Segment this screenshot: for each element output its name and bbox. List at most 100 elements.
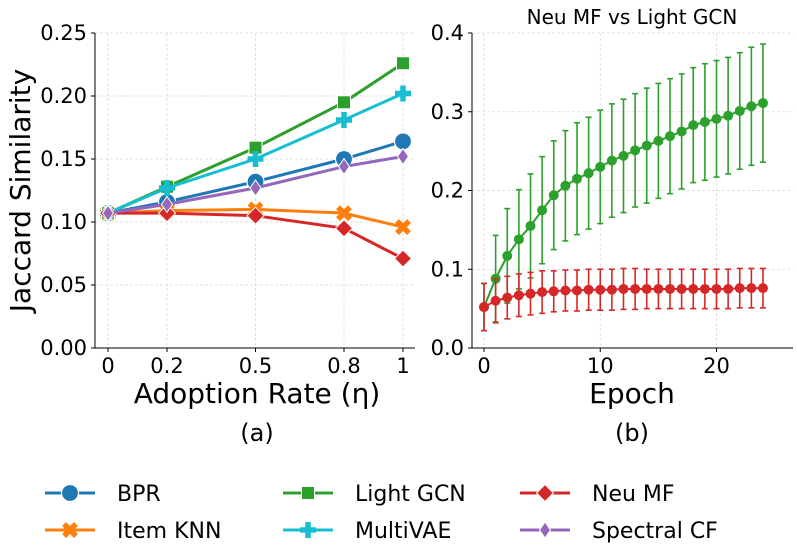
y-tick-label: 0.3 [431,100,464,124]
y-tick-label: 0.00 [40,336,87,360]
data-point-neu-mf [490,295,501,306]
data-point-light-gcn [699,116,710,127]
x-axis-label: Adoption Rate (η) [134,377,381,410]
x-axis-label: Epoch [589,377,675,410]
legend-item-spectral-cf: Spectral CF [520,519,718,544]
legend-marker-bpr [60,483,80,503]
y-tick-label: 0.1 [431,257,464,281]
panel-caption-b: (b) [615,419,649,447]
data-point-neu-mf [537,287,548,298]
legend-marker-neu-mf [535,483,555,503]
legend-item-item-knn: Item KNN [45,519,221,544]
y-tick-label: 0.20 [40,84,87,108]
data-point-neu-mf [525,288,536,299]
data-point-neu-mf [572,285,582,296]
data-point-neu-mf [246,206,265,225]
data-point-light-gcn [746,101,757,112]
x-tick-label: 0.8 [327,354,360,378]
legend-label: MultiVAE [355,519,451,544]
legend-item-light-gcn: Light GCN [283,482,466,507]
data-point-neu-mf [513,290,524,301]
data-point-neu-mf [758,283,768,294]
data-point-light-gcn [688,120,699,131]
data-point-neu-mf [479,302,489,313]
y-tick-label: 0.4 [431,21,464,45]
data-point-multivae [247,151,264,167]
data-point-neu-mf [711,283,722,294]
data-point-light-gcn [653,135,664,146]
data-point-neu-mf [734,283,745,294]
data-point-neu-mf [746,283,757,294]
data-point-light-gcn [537,205,548,216]
data-point-neu-mf [334,219,354,238]
data-point-spectral-cf [396,147,410,166]
legend-label: Spectral CF [592,519,718,544]
data-point-multivae [395,85,411,102]
data-point-neu-mf [641,283,652,294]
legend-label: Neu MF [592,482,675,507]
series-spectral-cf [101,147,410,223]
x-tick-label: 0.5 [239,354,272,378]
series-neu-mf [479,267,768,332]
data-point-neu-mf [560,285,571,296]
legend-label: BPR [117,482,161,507]
data-point-spectral-cf [249,179,262,197]
data-point-light-gcn [676,126,687,137]
y-tick-label: 0.05 [40,273,87,297]
data-point-neu-mf [699,283,710,294]
data-point-light-gcn [665,131,675,142]
x-tick-label: 10 [587,354,614,378]
data-point-light-gcn [583,168,594,179]
data-point-bpr [393,132,413,151]
y-axis-label: Jaccard Similarity [4,69,37,314]
data-point-multivae [159,179,175,196]
data-point-neu-mf [723,283,734,294]
data-point-neu-mf [653,283,664,294]
panel-caption-a: (a) [240,419,273,447]
legend-item-multivae: MultiVAE [283,519,451,544]
panel-a: 0.00 0.05 0.10 0.15 0.20 0.25 0 0.2 0.5 0.8 1 Adopt… [4,21,415,447]
data-point-neu-mf [618,283,629,294]
data-point-neu-mf [676,283,687,294]
legend: BPR Light GCN Neu MF Item KNN MultiVAE Spectr… [45,482,718,544]
data-point-light-gcn [618,150,629,161]
panel-b: 0.0 0.1 0.2 0.3 0.4 0 10 20 Neu MF vs Light GCN E… [431,5,793,447]
data-point-light-gcn [548,190,559,201]
y-tick-label: 0.10 [40,210,87,234]
y-tick-label: 0.15 [40,147,87,171]
legend-label: Item KNN [117,519,221,544]
data-point-neu-mf [583,284,594,295]
y-tick-label: 0.2 [431,179,464,203]
data-point-item-knn [395,219,411,235]
legend-marker-light-gcn [301,486,315,500]
y-tick-label: 0.25 [40,21,87,45]
data-point-light-gcn [513,234,524,245]
data-point-neu-mf [630,283,641,294]
x-tick-label: 1 [396,354,409,378]
data-point-item-knn [336,205,352,222]
legend-item-neu-mf: Neu MF [520,482,675,507]
data-point-neu-mf [665,283,675,294]
panel-title-b: Neu MF vs Light GCN [527,5,738,29]
data-point-light-gcn [560,180,571,191]
data-point-neu-mf [688,283,699,294]
data-point-neu-mf [502,292,513,303]
data-point-spectral-cf [101,204,115,223]
series-multivae [100,85,411,222]
legend-item-bpr: BPR [45,482,161,507]
x-tick-label: 20 [703,354,730,378]
data-point-light-gcn [525,220,536,231]
legend-label: Light GCN [355,482,466,507]
legend-marker-spectral-cf [538,521,552,539]
series-neu-mf [98,203,413,268]
x-tick-label: 0 [101,354,114,378]
data-point-light-gcn [641,140,652,151]
x-tick-label: 0 [477,354,490,378]
data-point-light-gcn [734,105,745,116]
data-point-spectral-cf [160,195,174,214]
data-point-light-gcn [630,145,641,156]
data-point-neu-mf [606,284,617,295]
legend-marker-multivae [300,522,316,538]
y-tick-label: 0.0 [431,336,464,360]
data-point-neu-mf [548,286,559,297]
